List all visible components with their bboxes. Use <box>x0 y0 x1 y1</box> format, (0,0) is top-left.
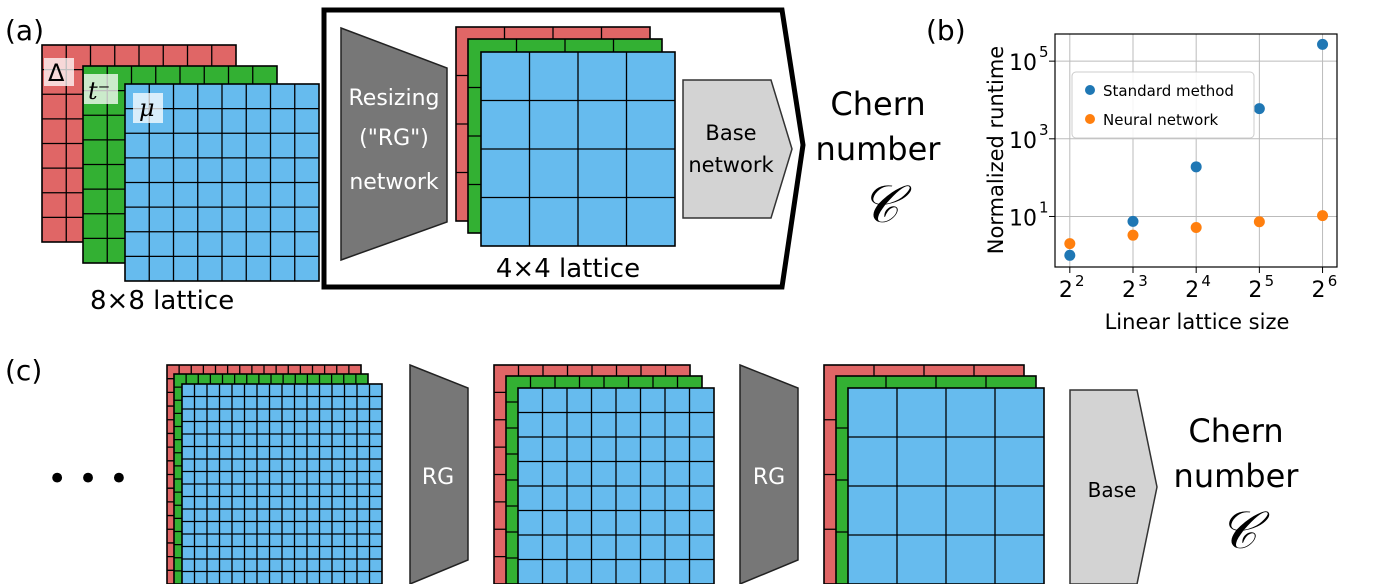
resizing-network-block <box>340 26 448 262</box>
rg-block-2 <box>739 363 799 586</box>
mu-lattice-4x4-c <box>847 387 1045 585</box>
base-label-line2: network <box>688 153 774 177</box>
x-tick-exponent: 6 <box>1328 272 1338 290</box>
y-tick-exponent: 5 <box>1039 43 1049 61</box>
panel-b-label: (b) <box>926 14 966 47</box>
coarse-grained-network-box <box>321 7 806 290</box>
y-tick-label: 10 <box>1009 129 1037 154</box>
base-label-c: Base <box>1088 478 1137 502</box>
lattice-4x4-caption: 4×4 lattice <box>496 254 640 284</box>
y-tick-label: 10 <box>1009 206 1037 231</box>
base-network-block <box>682 79 793 219</box>
x-axis-label: Linear lattice size <box>1105 310 1290 334</box>
neural-network-point <box>1064 238 1076 250</box>
mu-lattice-4x4 <box>480 51 676 247</box>
legend-marker-neural <box>1085 114 1095 124</box>
x-tick-label: 2 <box>1312 278 1326 303</box>
neural-network-point <box>1317 210 1329 222</box>
chern-output-line2: number <box>816 130 942 168</box>
standard-method-point <box>1253 103 1265 115</box>
resizing-label-line3: network <box>349 170 439 195</box>
rg-block-1 <box>409 363 469 586</box>
t-minus-label-bg <box>84 74 118 104</box>
resizing-label-line2: ("RG") <box>359 126 429 151</box>
chern-output-c-line2: number <box>1174 457 1300 495</box>
x-tick-exponent: 5 <box>1265 272 1275 290</box>
rg-label-2: RG <box>753 465 785 490</box>
t-minus-label: t⁻ <box>88 77 110 105</box>
neural-network-point <box>1190 222 1202 234</box>
chern-symbol-c: 𝒞 <box>1219 501 1270 561</box>
legend-label-standard: Standard method <box>1103 82 1234 100</box>
standard-method-point <box>1317 38 1329 50</box>
lattice-8x8-caption: 8×8 lattice <box>90 286 234 316</box>
mu-label-bg <box>133 93 163 123</box>
x-tick-exponent: 3 <box>1138 272 1148 290</box>
x-tick-label: 2 <box>1122 278 1136 303</box>
standard-method-point <box>1064 249 1076 261</box>
delta-label: Δ <box>48 59 65 87</box>
x-tick-exponent: 4 <box>1201 272 1211 290</box>
panel-a-label: (a) <box>5 14 44 47</box>
chart-legend: Standard method Neural network <box>1071 71 1255 139</box>
neural-network-point <box>1253 216 1265 228</box>
mu-label: μ <box>139 94 155 122</box>
rg-label-1: RG <box>422 465 454 490</box>
y-tick-label: 10 <box>1009 51 1037 76</box>
x-tick-label: 2 <box>1185 278 1199 303</box>
chart-points <box>1064 38 1329 261</box>
delta-label-bg <box>44 58 74 86</box>
standard-method-point <box>1190 161 1202 173</box>
resizing-label-line1: Resizing <box>349 86 440 111</box>
y-tick-exponent: 3 <box>1039 121 1049 139</box>
x-tick-label: 2 <box>1248 278 1262 303</box>
base-block-c <box>1069 389 1158 585</box>
chern-symbol: 𝒞 <box>861 175 912 235</box>
mu-lattice-8x8-c <box>517 387 715 585</box>
legend-box <box>1071 71 1255 139</box>
chern-output-line1: Chern <box>830 85 925 123</box>
legend-marker-standard <box>1085 85 1095 95</box>
x-tick-label: 2 <box>1059 278 1073 303</box>
ellipsis: • • • <box>47 459 129 499</box>
neural-network-point <box>1127 229 1139 241</box>
y-axis-label: Normalized runtime <box>984 46 1008 254</box>
chern-output-c-line1: Chern <box>1188 412 1283 450</box>
panel-c-label: (c) <box>5 354 42 387</box>
mu-lattice-16x16 <box>181 383 383 585</box>
chart-grid <box>1055 34 1337 267</box>
y-tick-exponent: 1 <box>1039 198 1049 216</box>
standard-method-point <box>1127 215 1139 227</box>
x-tick-exponent: 2 <box>1075 272 1085 290</box>
base-label-line1: Base <box>705 121 756 145</box>
legend-label-neural: Neural network <box>1103 111 1218 129</box>
